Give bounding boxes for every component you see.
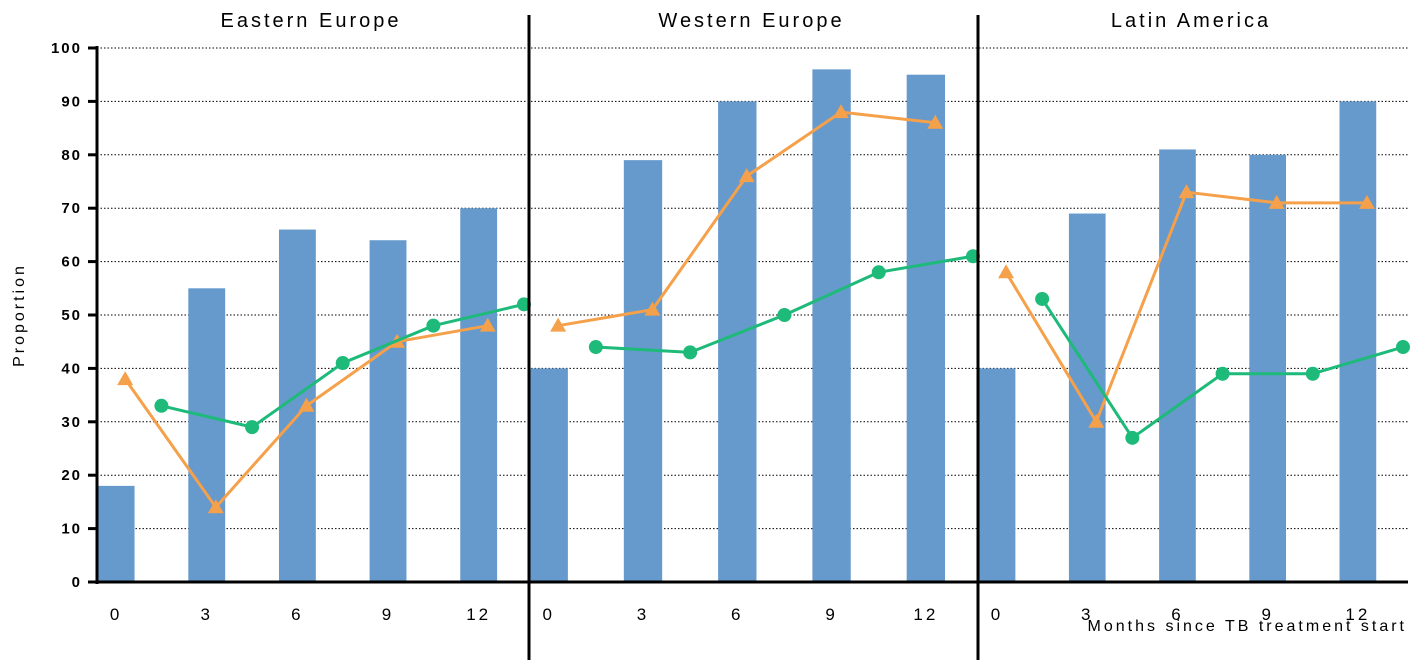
- y-tick-label: 10: [61, 521, 82, 538]
- circle-marker: [683, 345, 698, 360]
- x-tick-label: 9: [825, 605, 837, 624]
- triangle-marker: [1268, 194, 1285, 209]
- x-tick-label: 3: [1081, 605, 1093, 624]
- triangle-marker: [927, 114, 944, 129]
- circle-marker: [335, 356, 350, 371]
- bar: [978, 368, 1016, 582]
- x-tick-label: 3: [201, 605, 213, 624]
- panel-title: Eastern Europe: [221, 10, 402, 32]
- circle-marker: [777, 308, 792, 322]
- y-tick-label: 30: [61, 414, 82, 431]
- y-axis-label: Proportion: [11, 263, 28, 367]
- triangle-marker: [644, 301, 661, 316]
- triangle-marker: [298, 397, 315, 412]
- bar: [906, 74, 946, 582]
- y-tick-label: 70: [61, 200, 82, 217]
- bar: [623, 160, 663, 582]
- x-tick-label: 6: [731, 605, 743, 624]
- x-tick-label: 0: [542, 605, 554, 624]
- circle-marker: [588, 340, 603, 355]
- series-lines: [117, 104, 1410, 514]
- circle-marker: [245, 420, 260, 435]
- circle-marker: [1035, 291, 1050, 306]
- circle-marker: [426, 318, 441, 333]
- x-tick-label: 6: [291, 605, 303, 624]
- x-tick-label: 9: [1261, 605, 1273, 624]
- circle-marker: [1305, 366, 1320, 381]
- bar: [812, 69, 851, 583]
- circle-marker: [1396, 340, 1410, 355]
- bars: [97, 69, 1377, 583]
- triangle-marker: [1358, 194, 1375, 209]
- bar: [1339, 101, 1377, 583]
- y-tick-label: 80: [61, 147, 82, 164]
- x-tick-label: 0: [110, 605, 122, 624]
- y-tick-label: 60: [61, 254, 82, 271]
- axes: [88, 15, 1408, 660]
- circle-marker: [1125, 430, 1140, 445]
- bar: [529, 368, 568, 582]
- y-tick-label: 90: [61, 93, 82, 110]
- panel-titles: Eastern Europe Western Europe Latin Americ…: [221, 10, 1271, 32]
- bar: [1159, 149, 1196, 582]
- x-axis-label: Months since TB treatment start: [1088, 618, 1407, 635]
- bar: [369, 240, 407, 583]
- y-tick-label: 100: [51, 40, 82, 57]
- bar: [97, 485, 135, 582]
- triangle-marker: [998, 264, 1015, 279]
- x-tick-label: 9: [382, 605, 394, 624]
- y-tick-label: 0: [72, 574, 82, 591]
- triangle-marker: [1088, 413, 1105, 428]
- triangle-marker: [117, 371, 134, 386]
- x-tick-label: 6: [1171, 605, 1183, 624]
- y-tick-label: 50: [61, 307, 82, 324]
- triangle-marker: [833, 104, 849, 119]
- x-tick-label: 12: [913, 605, 938, 624]
- panel-title: Latin America: [1111, 10, 1271, 32]
- panel-title: Western Europe: [658, 10, 844, 32]
- bar: [460, 208, 498, 582]
- triangle-marker: [479, 317, 496, 332]
- y-tick-label: 20: [61, 467, 82, 484]
- triangle-marker: [1178, 184, 1195, 199]
- triangle-marker: [738, 168, 755, 183]
- x-tick-label: 12: [466, 605, 491, 624]
- x-tick-label: 0: [991, 605, 1003, 624]
- circle-marker: [871, 265, 886, 280]
- tick-labels: 0 10 20 30 40 50 60 70 80 90 100 0 3 6 9 12 0 3 6 9 12 0 3 6 9 12: [51, 40, 1370, 624]
- y-tick-label: 40: [61, 360, 82, 377]
- bar: [1068, 213, 1106, 583]
- triangle-marker: [207, 499, 224, 514]
- circle-marker: [1215, 366, 1230, 381]
- circle-marker: [154, 398, 169, 413]
- x-tick-label: 12: [1345, 605, 1370, 624]
- bar: [1249, 154, 1287, 583]
- x-tick-label: 3: [637, 605, 649, 624]
- triangle-marker: [550, 317, 567, 332]
- bar: [188, 288, 226, 582]
